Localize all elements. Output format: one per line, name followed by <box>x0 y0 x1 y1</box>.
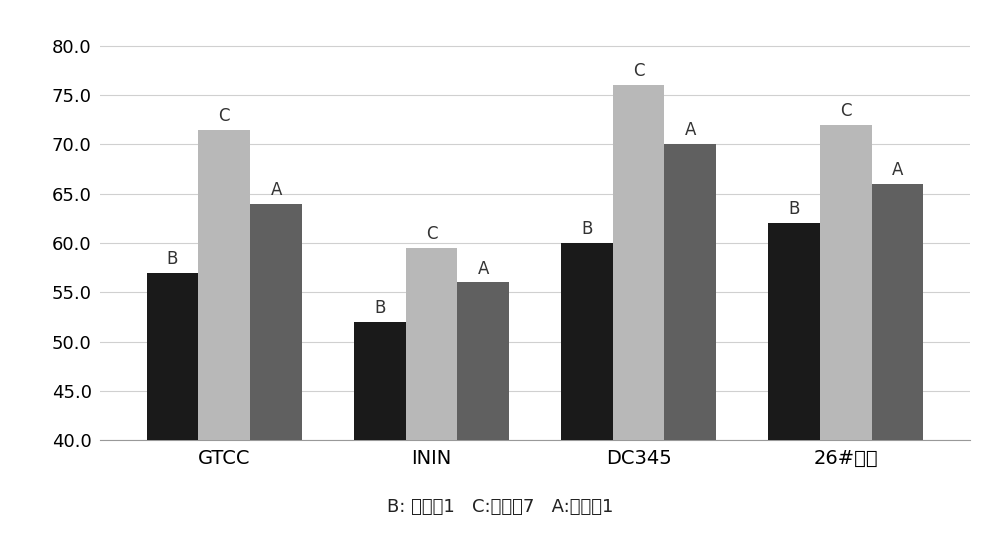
Bar <box>354 322 406 440</box>
Text: C: C <box>219 107 230 125</box>
Bar <box>820 125 872 440</box>
Bar <box>768 223 820 440</box>
Text: B: B <box>581 220 592 238</box>
Bar <box>872 184 923 440</box>
Bar <box>250 204 302 440</box>
Text: A: A <box>270 180 282 199</box>
Text: A: A <box>478 259 489 278</box>
Bar <box>664 144 716 440</box>
Bar <box>457 282 509 440</box>
Bar <box>613 85 664 440</box>
Bar <box>198 129 250 440</box>
Text: A: A <box>685 121 696 140</box>
Text: B: B <box>788 200 800 219</box>
Text: B: B <box>374 299 385 317</box>
Text: C: C <box>633 62 644 80</box>
Bar <box>406 248 457 440</box>
Bar <box>147 273 198 440</box>
Bar <box>561 243 613 440</box>
Text: B: B <box>167 250 178 267</box>
Text: B: 对比例1   C:对比例7   A:实施例1: B: 对比例1 C:对比例7 A:实施例1 <box>387 498 613 517</box>
Text: A: A <box>892 161 903 179</box>
Text: C: C <box>426 225 437 243</box>
Text: C: C <box>840 101 851 120</box>
